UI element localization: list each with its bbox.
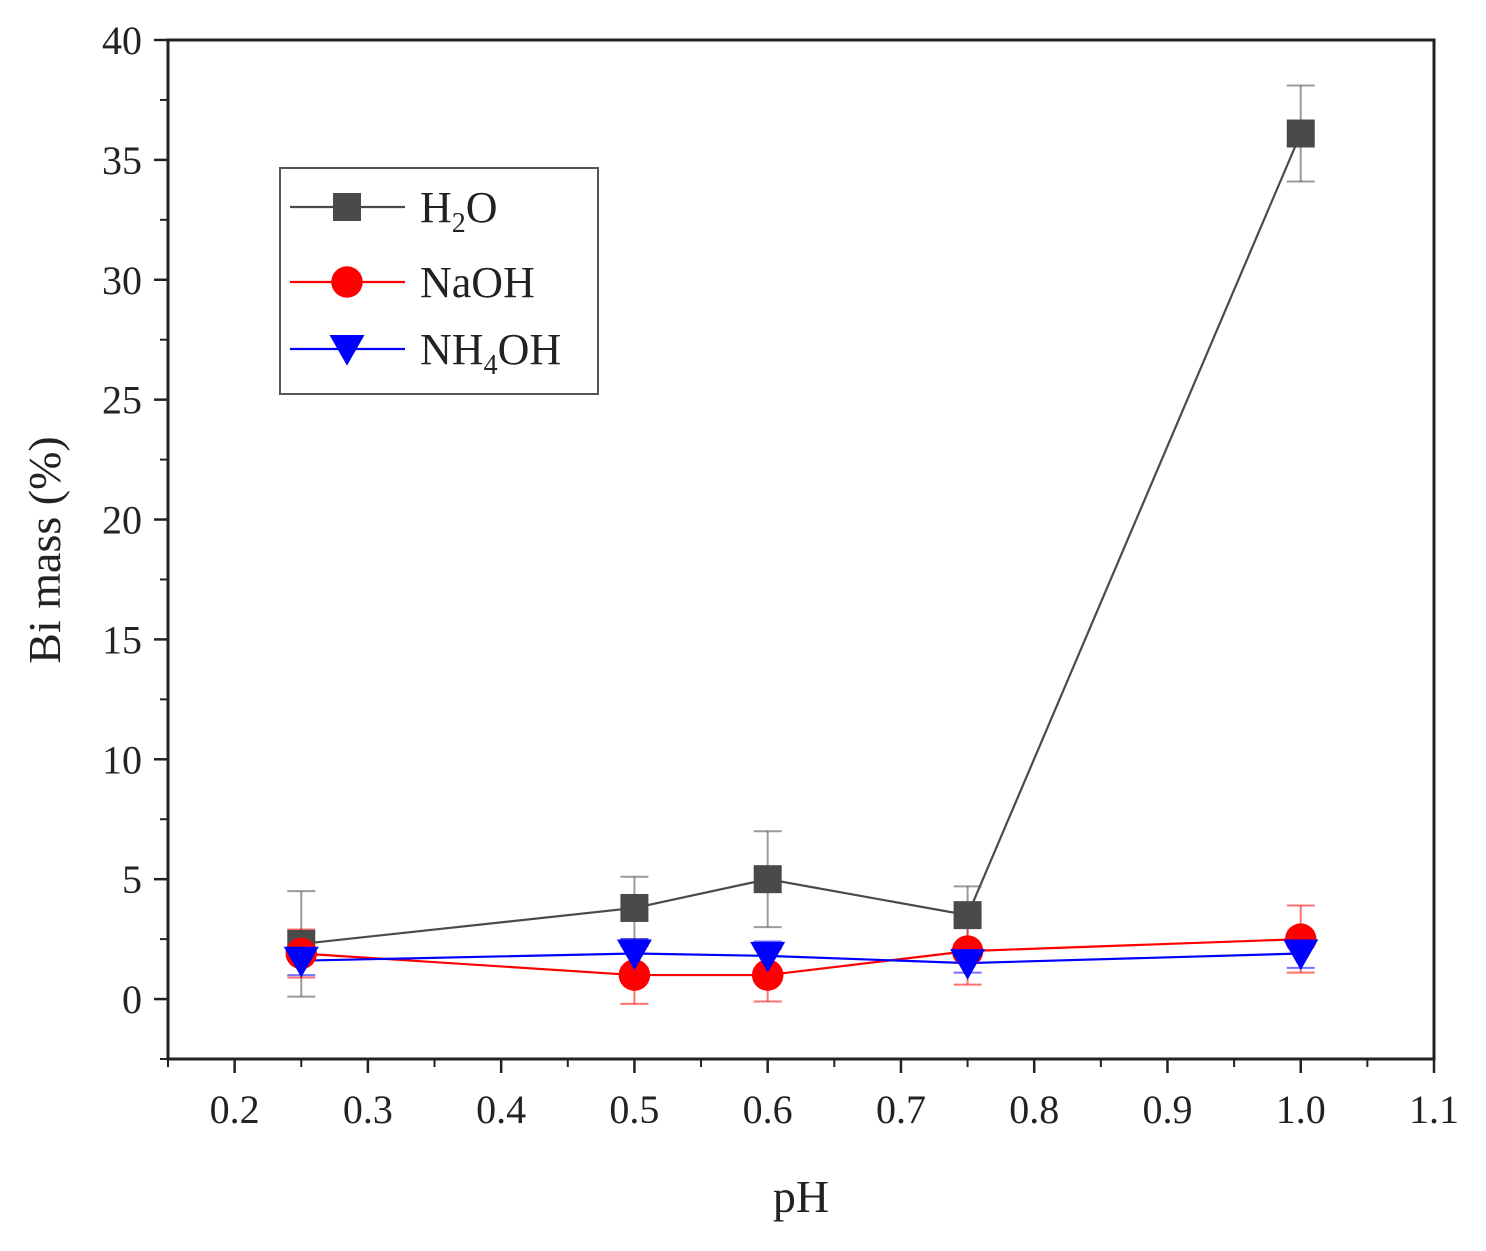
x-tick-label: 0.9	[1142, 1087, 1192, 1132]
series-line-nh4oh	[301, 952, 1301, 965]
legend-marker-nh4oh	[329, 335, 365, 366]
x-tick-label: 0.4	[476, 1087, 526, 1132]
legend-label-main: NaOH	[420, 258, 535, 307]
x-tick-label: 1.0	[1276, 1087, 1326, 1132]
legend-marker-naoh	[331, 266, 363, 298]
legend-label-rest: O	[466, 183, 498, 232]
y-tick-label: 40	[102, 18, 142, 63]
plot-frame	[166, 38, 1436, 1061]
data-point-nh4oh	[283, 946, 319, 978]
legend-label-naoh: NaOH	[420, 258, 535, 307]
legend-label-subscript: 2	[452, 208, 466, 239]
series-markers	[283, 119, 1319, 991]
data-point-nh4oh	[1283, 939, 1319, 971]
data-point-nh4oh	[750, 941, 786, 973]
y-tick-label: 5	[122, 857, 142, 902]
legend-label-main: NH	[420, 325, 484, 374]
y-axis: 0 5 10 15 20 25 30 35 40	[102, 18, 168, 1060]
legend-marker-h2o	[333, 193, 361, 221]
data-point-h2o	[620, 893, 649, 922]
x-tick-label: 1.1	[1409, 1087, 1459, 1132]
y-tick-label: 15	[102, 617, 142, 662]
data-point-nh4oh	[616, 939, 652, 971]
y-tick-label: 20	[102, 498, 142, 543]
data-point-naoh	[751, 959, 784, 991]
data-point-naoh	[618, 959, 651, 991]
y-axis-title: Bi mass (%)	[19, 436, 70, 663]
y-tick-label: 10	[102, 737, 142, 782]
x-axis-title: pH	[773, 1171, 829, 1222]
legend-label-main: H	[420, 183, 452, 232]
x-tick-label: 0.2	[210, 1087, 260, 1132]
x-tick-label: 0.7	[876, 1087, 926, 1132]
y-tick-label: 30	[102, 258, 142, 303]
y-tick-label: 25	[102, 378, 142, 423]
y-tick-label: 0	[122, 977, 142, 1022]
legend-label-nh4oh: NH4OH	[420, 325, 561, 381]
data-point-h2o	[1286, 119, 1315, 148]
y-tick-label: 35	[102, 138, 142, 183]
data-point-h2o	[753, 865, 782, 894]
legend-label-rest: OH	[498, 325, 562, 374]
x-tick-label: 0.5	[609, 1087, 659, 1132]
plot-area	[166, 38, 1436, 1061]
legend-label-subscript: 4	[484, 350, 498, 381]
legend-label-h2o: H2O	[420, 183, 498, 239]
x-tick-label: 0.8	[1009, 1087, 1059, 1132]
x-axis: 0.2 0.3 0.4 0.5 0.6 0.7 0.8 0.9 1.0 1.1	[167, 1059, 1459, 1132]
data-point-h2o	[953, 901, 982, 930]
x-tick-label: 0.3	[343, 1087, 393, 1132]
x-tick-label: 0.6	[743, 1087, 793, 1132]
data-point-nh4oh	[950, 949, 986, 980]
